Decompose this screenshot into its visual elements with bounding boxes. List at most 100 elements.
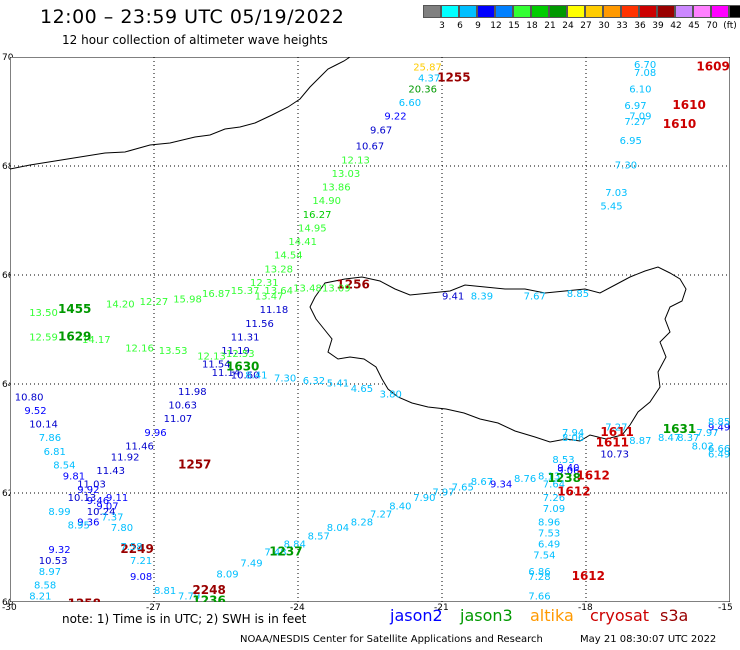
wave-height-value: 11.56 [245,319,274,330]
pass-time-label: 1612 [576,468,609,482]
wave-height-value: 3.80 [380,390,402,401]
latitude-tick-label: 68 [2,162,14,172]
colorbar-label: 12 [490,21,502,31]
pass-time-label: 1255 [437,71,470,85]
wave-height-value: 7.54 [533,550,555,561]
colorbar-label: 24 [562,21,574,31]
wave-height-value: 7.28 [528,572,550,583]
wave-height-value: 12.16 [125,343,154,354]
wave-height-value: 10.60 [231,371,260,382]
wave-height-value: 7.21 [130,556,152,567]
pass-time-label: 1455 [58,302,91,316]
pass-time-label: 1258 [68,596,101,602]
wave-height-value: 14.17 [82,335,111,346]
pass-time-label: 1612 [572,569,605,583]
wave-height-value: 14.54 [274,251,303,262]
wave-height-value: 8.76 [514,474,536,485]
colorbar-swatch [711,5,729,18]
wave-height-value: 7.08 [634,68,656,79]
generated-timestamp: May 21 08:30:07 UTC 2022 [580,634,717,645]
wave-height-value: 9.08 [130,572,152,583]
wave-height-value: 13.09 [322,283,351,294]
colorbar-swatch [675,5,693,18]
wave-height-value: 11.46 [125,441,154,452]
page-title: 12:00 – 23:59 UTC 05/19/2022 [40,6,345,28]
wave-height-value: 9.49 [708,422,730,433]
colorbar-label: 39 [652,21,664,31]
wave-height-value: 7.03 [605,188,627,199]
colorbar-label: 3 [439,21,445,31]
wave-height-value: 13.50 [29,308,58,319]
wave-height-value: 7.49 [240,559,262,570]
wave-height-value: 7.30 [274,373,296,384]
wave-height-value: 8.58 [34,580,56,591]
wave-height-value: 13.47 [255,292,284,303]
pass-time-label: 1610 [663,117,696,131]
wave-height-value: 8.40 [389,501,411,512]
colorbar-swatch [603,5,621,18]
wave-height-value: 9.34 [490,480,512,491]
wave-height-value: 13.64 [264,286,293,297]
pass-time-label: 2248 [192,583,225,597]
wave-height-value: 7.58 [120,542,142,553]
wave-height-value: 9.22 [384,112,406,123]
wave-height-value: 7.48 [264,548,286,559]
colorbar-label: 45 [688,21,700,31]
wave-height-value: 11.18 [260,305,289,316]
legend-item-s3a: s3a [660,606,689,625]
wave-height-value: 7.64 [543,480,565,491]
colorbar-swatch [423,5,441,18]
wave-height-value: 8.54 [53,460,75,471]
wave-height-value: 9.96 [144,428,166,439]
pass-time-label: 1630 [226,359,259,373]
wave-height-value: 7.09 [543,504,565,515]
colorbar-label: 42 [670,21,682,31]
pass-time-label: 1610 [672,98,705,112]
wave-height-value: 10.53 [39,556,68,567]
wave-height-value: 12.31 [250,278,279,289]
latitude-tick-label: 64 [2,380,14,390]
wave-height-value: 9.06 [557,466,579,477]
wave-height-value: 11.03 [77,480,106,491]
wave-height-value: 9.36 [77,518,99,529]
wave-height-value: 16.87 [202,289,231,300]
wave-height-value: 7.97 [696,428,718,439]
wave-height-value: 8.28 [351,518,373,529]
latitude-tick-label: 62 [2,489,14,499]
wave-height-value: 8.85 [567,289,589,300]
footer-credit: NOAA/NESDIS Center for Satellite Applica… [240,634,543,645]
colorbar-label: 18 [526,21,538,31]
colorbar-label: 27 [580,21,592,31]
wave-height-value: 4.37 [418,74,440,85]
colorbar-label: 6 [457,21,463,31]
colorbar-label: 30 [598,21,610,31]
wave-height-value: 11.19 [221,346,250,357]
wave-height-value: 10.67 [356,142,385,153]
wave-height-value: 8.67 [471,477,493,488]
wave-height-value: 14.41 [288,237,317,248]
wave-height-value: 9.11 [106,493,128,504]
wave-height-value: 13.48 [293,283,322,294]
wave-height-value: 9.32 [48,545,70,556]
wave-height-value: 6.66 [708,444,730,455]
wave-height-value: 8.09 [216,569,238,580]
colorbar-label: 36 [634,21,646,31]
colorbar-label: 70 [706,21,718,31]
iceland-land [309,266,687,443]
legend-item-altika: altika [530,606,574,625]
legend-item-cryosat: cryosat [590,606,650,625]
colorbar-swatch [585,5,603,18]
wave-height-value: 6.60 [399,98,421,109]
wave-height-value: 6.95 [620,136,642,147]
wave-height-value: 11.31 [231,332,260,343]
legend-item-jason2: jason2 [390,606,443,625]
wave-height-value: 6.10 [629,84,651,95]
longitude-tick-label: -27 [146,603,161,613]
wave-height-value: 9.67 [370,125,392,136]
wave-height-value: 7.09 [629,112,651,123]
colorbar-label: 9 [475,21,481,31]
wave-height-value: 8.02 [692,441,714,452]
longitude-tick-label: -15 [718,603,733,613]
wave-height-value: 8.95 [68,520,90,531]
wave-height-value: 14.20 [106,300,135,311]
